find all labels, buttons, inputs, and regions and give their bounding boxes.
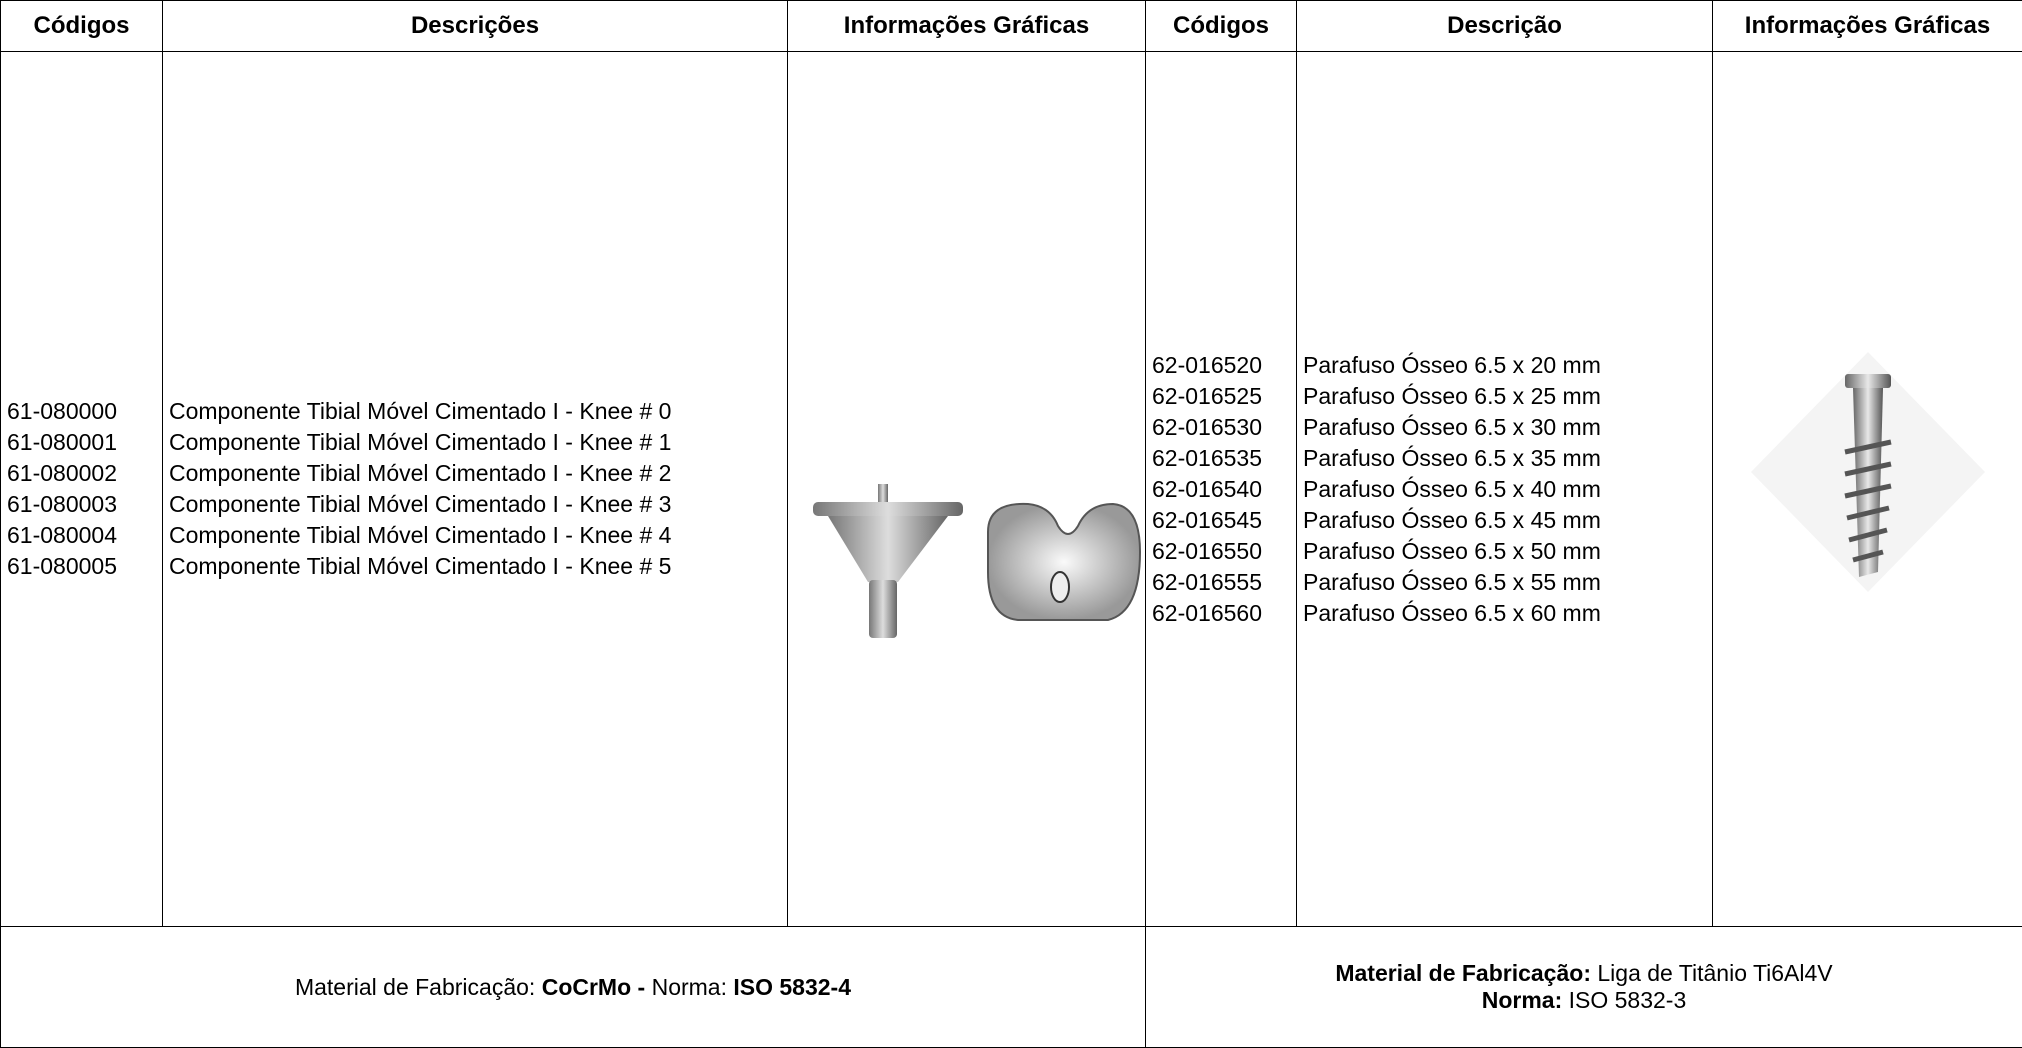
code: 62-016545 [1152,505,1290,536]
description: Componente Tibial Móvel Cimentado I - Kn… [169,458,781,489]
column-header: Descrição [1297,1,1713,52]
footer-text: ISO 5832-3 [1562,987,1686,1013]
code: 61-080004 [7,520,156,551]
left-image-cell [788,52,1146,927]
code: 62-016560 [1152,598,1290,629]
description: Componente Tibial Móvel Cimentado I - Kn… [169,551,781,582]
column-header: Informações Gráficas [788,1,1146,52]
footer-line: Material de Fabricação: Liga de Titânio … [1152,960,2016,987]
code: 61-080005 [7,551,156,582]
code: 62-016535 [1152,443,1290,474]
code: 61-080003 [7,489,156,520]
description: Componente Tibial Móvel Cimentado I - Kn… [169,489,781,520]
column-header: Informações Gráficas [1713,1,2022,52]
screw-image [1713,52,2021,920]
column-header: Códigos [1146,1,1297,52]
code: 62-016530 [1152,412,1290,443]
code: 62-016550 [1152,536,1290,567]
column-header: Códigos [1,1,163,52]
description: Componente Tibial Móvel Cimentado I - Kn… [169,396,781,427]
code: 62-016555 [1152,567,1290,598]
description: Parafuso Ósseo 6.5 x 35 mm [1303,443,1706,474]
code: 61-080002 [7,458,156,489]
description: Parafuso Ósseo 6.5 x 60 mm [1303,598,1706,629]
description: Parafuso Ósseo 6.5 x 50 mm [1303,536,1706,567]
description: Parafuso Ósseo 6.5 x 40 mm [1303,474,1706,505]
description: Componente Tibial Móvel Cimentado I - Kn… [169,520,781,551]
right-footer: Material de Fabricação: Liga de Titânio … [1146,927,2022,1048]
footer-text: CoCrMo - [542,974,645,1000]
description: Parafuso Ósseo 6.5 x 55 mm [1303,567,1706,598]
footer-text: Material de Fabricação: [295,974,542,1000]
description: Parafuso Ósseo 6.5 x 30 mm [1303,412,1706,443]
footer-text: Norma: [645,974,733,1000]
tibial-image [788,52,1144,920]
left-descriptions: Componente Tibial Móvel Cimentado I - Kn… [163,52,788,927]
description: Parafuso Ósseo 6.5 x 45 mm [1303,505,1706,536]
footer-text: Material de Fabricação: [1335,960,1591,986]
code: 61-080001 [7,427,156,458]
code: 62-016540 [1152,474,1290,505]
code: 61-080000 [7,396,156,427]
right-image-cell [1713,52,2022,927]
description: Parafuso Ósseo 6.5 x 25 mm [1303,381,1706,412]
code: 62-016525 [1152,381,1290,412]
code: 62-016520 [1152,350,1290,381]
column-header: Descrições [163,1,788,52]
footer-text: Norma: [1482,987,1563,1013]
description: Componente Tibial Móvel Cimentado I - Kn… [169,427,781,458]
footer-text: ISO 5832-4 [733,974,851,1000]
footer-line: Norma: ISO 5832-3 [1152,987,2016,1014]
left-footer: Material de Fabricação: CoCrMo - Norma: … [1,927,1146,1048]
description: Parafuso Ósseo 6.5 x 20 mm [1303,350,1706,381]
footer-text: Liga de Titânio Ti6Al4V [1591,960,1833,986]
